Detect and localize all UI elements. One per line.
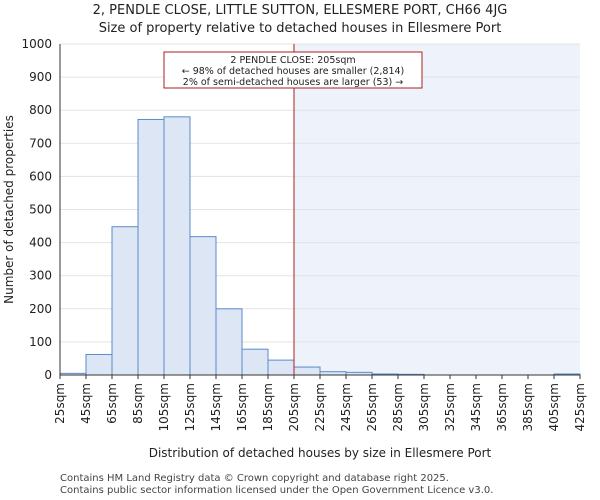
- x-tick-label: 365sqm: [495, 383, 509, 431]
- x-tick-label: 245sqm: [339, 383, 353, 431]
- x-tick-label: 145sqm: [209, 383, 223, 431]
- bar: [189, 236, 217, 376]
- x-tick-label: 305sqm: [417, 383, 431, 431]
- y-tick-label: 900: [29, 70, 52, 84]
- x-tick-label: 285sqm: [391, 383, 405, 431]
- x-tick-label: 425sqm: [573, 383, 587, 431]
- annotation-line: ← 98% of detached houses are smaller (2,…: [182, 66, 405, 77]
- bar: [111, 226, 139, 376]
- x-tick-label: 65sqm: [105, 383, 119, 424]
- x-tick-label: 345sqm: [469, 383, 483, 431]
- x-tick-label: 105sqm: [157, 383, 171, 431]
- x-tick-label: 85sqm: [131, 383, 145, 424]
- y-tick-label: 1000: [21, 37, 52, 51]
- y-tick-label: 300: [29, 269, 52, 283]
- chart-subtitle: Size of property relative to detached ho…: [98, 21, 502, 36]
- y-tick-label: 200: [29, 302, 52, 316]
- y-tick-label: 0: [44, 368, 52, 382]
- x-tick-label: 205sqm: [287, 383, 301, 431]
- bar: [267, 359, 295, 376]
- annotation-line: 2% of semi-detached houses are larger (5…: [183, 77, 403, 88]
- bar: [163, 116, 191, 376]
- y-tick-label: 500: [29, 203, 52, 217]
- x-tick-label: 265sqm: [365, 383, 379, 431]
- chart-title: 2, PENDLE CLOSE, LITTLE SUTTON, ELLESMER…: [92, 3, 508, 18]
- y-tick-label: 400: [29, 236, 52, 250]
- x-tick-label: 25sqm: [53, 383, 67, 424]
- annotation-box: [163, 51, 423, 89]
- footer-copyright: Contains HM Land Registry data © Crown c…: [60, 473, 449, 484]
- x-tick-label: 125sqm: [183, 383, 197, 431]
- x-tick-label: 405sqm: [547, 383, 561, 431]
- x-tick-label: 185sqm: [261, 383, 275, 431]
- x-tick-label: 165sqm: [235, 383, 249, 431]
- bar: [293, 366, 321, 376]
- y-axis-label: Number of detached properties: [2, 115, 16, 304]
- x-tick-label: 385sqm: [521, 383, 535, 431]
- y-tick-label: 800: [29, 103, 52, 117]
- annotation-line: 2 PENDLE CLOSE: 205sqm: [230, 55, 355, 66]
- bar: [137, 118, 165, 376]
- x-tick-label: 45sqm: [79, 383, 93, 424]
- x-axis-label: Distribution of detached houses by size …: [149, 446, 492, 460]
- bar: [85, 353, 113, 376]
- bar: [215, 308, 243, 376]
- x-tick-label: 225sqm: [313, 383, 327, 431]
- y-tick-label: 600: [29, 169, 52, 183]
- y-tick-label: 700: [29, 136, 52, 150]
- footer-licence: Contains public sector information licen…: [60, 485, 494, 496]
- bar: [241, 348, 269, 376]
- y-tick-label: 100: [29, 335, 52, 349]
- x-tick-label: 325sqm: [443, 383, 457, 431]
